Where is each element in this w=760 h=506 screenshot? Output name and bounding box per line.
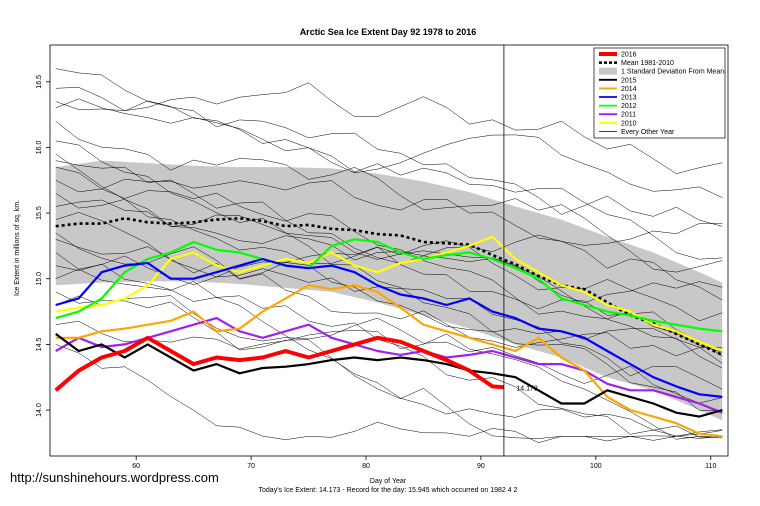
- y-axis-label: Ice Extent in millions of sq. km.: [14, 200, 21, 296]
- series-line-2015: [55, 333, 723, 418]
- every-other-year-line: [55, 239, 723, 357]
- legend-label: Mean 1981-2010: [621, 60, 674, 67]
- legend-label: 2011: [621, 112, 636, 119]
- y-tick-label: 15.0: [36, 272, 43, 286]
- series-line-2010: [55, 235, 723, 353]
- series-line-2014: [55, 284, 723, 438]
- legend-swatch-band: [599, 67, 617, 75]
- series-line-2013: [55, 257, 723, 398]
- legend-label: 2015: [621, 77, 637, 84]
- every-other-year-line: [55, 252, 723, 438]
- legend-label: 2013: [621, 95, 637, 102]
- legend-label: 2010: [621, 120, 637, 127]
- every-other-year-line: [55, 232, 723, 357]
- every-other-year-line: [55, 160, 723, 369]
- x-tick-label: 110: [705, 463, 716, 470]
- footer-record-text: Today's Ice Extent: 14.173 - Record for …: [259, 487, 518, 494]
- plot-frame: [49, 44, 729, 457]
- every-other-year-line: [55, 263, 723, 437]
- x-axis-label: Day of Year: [370, 478, 407, 485]
- every-other-year-line: [55, 212, 723, 412]
- blog-watermark: http://sunshinehours.wordpress.com: [10, 470, 219, 485]
- legend-label: 1 Standard Deviation From Mean: [621, 69, 724, 76]
- x-axis: 60 70 80 90 100 110: [132, 456, 716, 470]
- every-other-year-line: [55, 121, 723, 273]
- y-tick-label: 15.5: [36, 206, 43, 220]
- current-value-label: 14.173: [516, 385, 538, 392]
- y-tick-label: 16.0: [36, 141, 43, 155]
- every-other-year-line: [55, 193, 723, 322]
- every-other-year-line: [55, 87, 723, 260]
- series-line-2016: [54, 335, 505, 392]
- every-other-year-line: [55, 344, 723, 443]
- every-other-year-line: [55, 82, 723, 174]
- series-line-2011: [55, 317, 723, 414]
- y-tick-label: 14.0: [36, 403, 43, 417]
- x-tick-label: 90: [477, 463, 485, 470]
- every-other-year-line: [55, 98, 723, 198]
- every-other-year-line: [55, 199, 723, 304]
- every-other-year-line: [55, 291, 723, 442]
- chart-title: Arctic Sea Ice Extent Day 92 1978 to 201…: [300, 27, 477, 37]
- legend-label: 2016: [621, 52, 637, 59]
- y-tick-label: 14.5: [36, 337, 43, 351]
- every-other-year-line: [55, 295, 723, 404]
- every-other-year-line: [55, 140, 723, 364]
- every-other-year-line: [55, 166, 723, 301]
- x-tick-label: 70: [247, 463, 255, 470]
- every-other-year-line: [55, 153, 723, 261]
- x-tick-label: 80: [362, 463, 370, 470]
- y-tick-label: 16.5: [36, 75, 43, 89]
- every-other-year-lines: [55, 68, 723, 443]
- every-other-year-line: [55, 68, 723, 227]
- y-axis: 14.0 14.5 15.0 15.5 16.0 16.5: [36, 75, 50, 417]
- legend-label: 2014: [621, 86, 637, 93]
- series-line-mean-1981-2010: [55, 217, 723, 357]
- x-tick-label: 100: [590, 463, 602, 470]
- legend-label: 2012: [621, 103, 637, 110]
- x-tick-label: 60: [132, 463, 140, 470]
- series-line-2012: [55, 238, 723, 333]
- series-lines: [54, 217, 723, 438]
- legend-label: Every Other Year: [621, 129, 675, 136]
